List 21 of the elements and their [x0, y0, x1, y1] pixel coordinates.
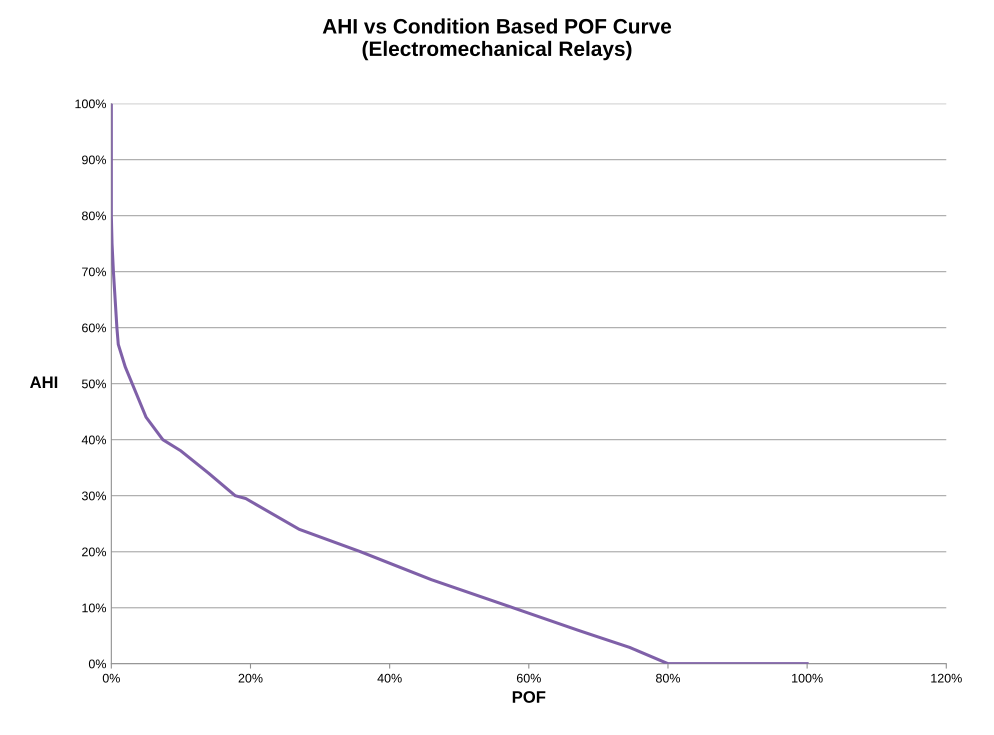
x-tick-label: 120% — [931, 674, 962, 683]
x-tick-label: 20% — [238, 674, 263, 683]
y-tick-label: 80% — [82, 211, 106, 220]
x-tick-label: 0% — [102, 674, 120, 683]
y-tick-label: 100% — [75, 99, 106, 108]
x-tick-label: 80% — [656, 674, 680, 683]
y-tick-label: 70% — [82, 267, 106, 276]
y-tick-label: 20% — [82, 547, 106, 556]
chart-title: AHI vs Condition Based POF Curve (Electromechanical Relays) — [322, 18, 672, 60]
x-tick-label: 100% — [792, 674, 823, 683]
y-tick-label: 40% — [82, 435, 106, 444]
y-tick-label: 10% — [82, 604, 106, 612]
x-tick-label: 60% — [516, 674, 541, 683]
x-tick-label: 40% — [377, 674, 402, 683]
y-tick-label: 50% — [82, 379, 106, 388]
y-tick-label: 60% — [82, 323, 106, 332]
y-tick-label: 30% — [82, 491, 106, 500]
y-axis-title: AHI — [30, 376, 58, 388]
y-tick-label: 90% — [82, 155, 106, 164]
x-axis-title: POF — [512, 691, 546, 703]
y-tick-label: 0% — [88, 660, 106, 668]
